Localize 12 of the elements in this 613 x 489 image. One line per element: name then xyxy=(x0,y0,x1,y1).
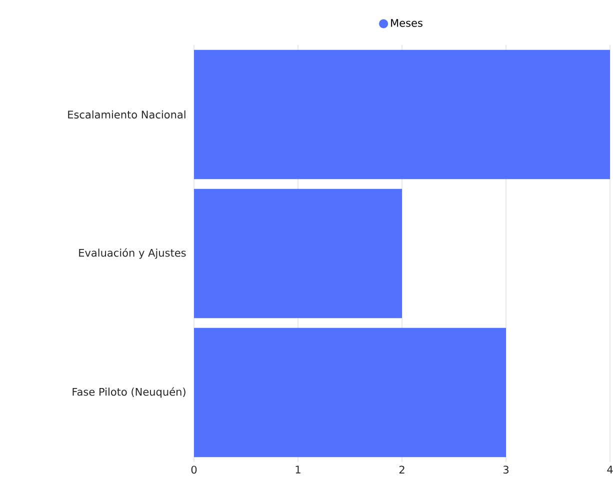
x-tick-label: 3 xyxy=(503,466,509,474)
bar xyxy=(194,188,402,318)
x-tick-label: 0 xyxy=(191,466,197,474)
bar xyxy=(194,328,506,458)
y-tick-label: Fase Piloto (Neuquén) xyxy=(72,387,186,398)
legend-label: Meses xyxy=(391,19,422,27)
y-tick-label: Escalamiento Nacional xyxy=(68,110,186,119)
x-tick-label: 2 xyxy=(399,466,404,474)
bar xyxy=(194,50,610,180)
x-tick-label: 4 xyxy=(607,466,613,474)
x-tick-label: 1 xyxy=(296,466,300,474)
y-tick-label: Evaluación y Ajustes xyxy=(79,248,186,259)
